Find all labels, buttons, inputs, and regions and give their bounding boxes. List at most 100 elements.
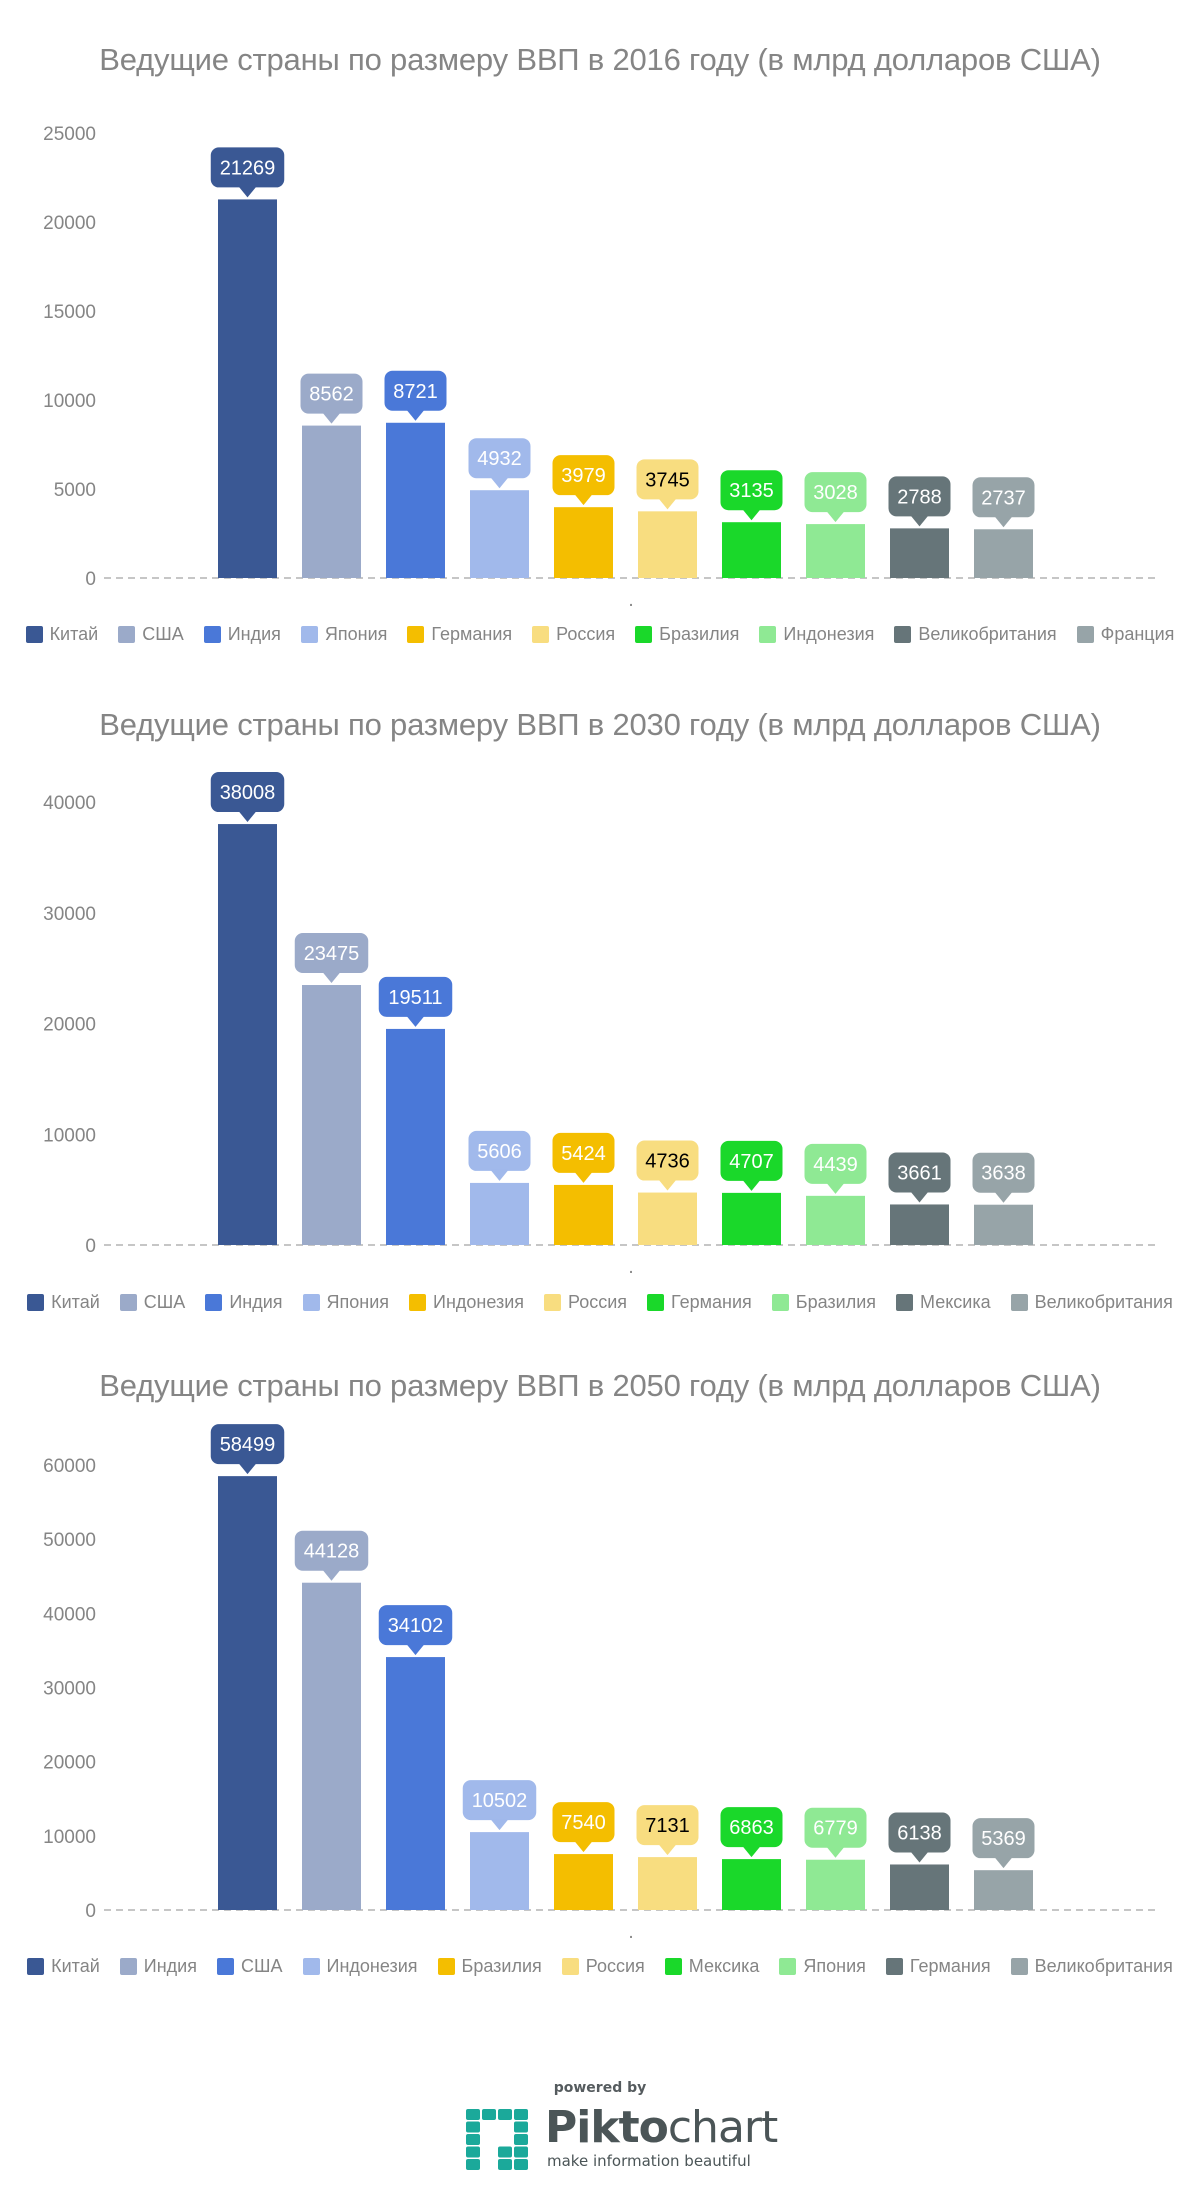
data-label: 6138 [897,1822,942,1844]
bar-США [386,1657,445,1910]
data-label: 7540 [561,1812,606,1834]
value-callout-pointer [322,972,341,984]
legend: Китай США Индия Япония Германия Россия Бразили… [0,624,1200,645]
value-callout-bubble [378,976,453,1017]
value-callout-bubble [552,1802,615,1843]
logo-tile [514,2146,528,2158]
legend-swatch [885,1958,903,1975]
bar-Индия [386,422,445,578]
value-callout-bubble [462,1780,537,1821]
data-label: 3979 [561,465,606,487]
data-label: 5606 [477,1141,522,1163]
value-callout-bubble [468,1130,531,1171]
bar-Индонезия [806,524,865,578]
data-label: 2737 [981,487,1026,509]
data-label: 10502 [472,1790,528,1812]
value-callout-bubble [636,1140,699,1181]
legend-label: Индонезия [326,1956,418,1976]
value-callout-pointer [574,494,593,506]
legend-swatch [119,1958,137,1975]
legend-label: Германия [909,1956,991,1976]
value-callout-pointer [238,186,257,198]
legend-item: Япония [300,624,387,645]
value-callout-bubble [972,1818,1035,1859]
legend-label: Германия [671,1292,752,1312]
bar-Бразилия [554,1854,613,1910]
value-callout-pointer [742,1846,761,1858]
value-callout: 3661 [888,1152,951,1203]
value-callout: 3028 [804,472,867,523]
value-callout: 23475 [294,933,369,984]
legend-swatch [205,1294,223,1311]
legend-item: Индия [119,1956,197,1977]
data-label: 4707 [729,1151,774,1173]
bar-Россия [638,511,697,578]
value-callout: 2788 [888,476,951,527]
value-callout: 4932 [468,438,531,489]
value-callout-pointer [742,509,761,521]
legend-swatch [118,626,136,643]
legend-swatch [203,626,221,643]
data-label: 58499 [220,1434,276,1456]
bar-Китай [218,199,277,578]
value-callout-bubble [804,1807,867,1848]
legend-swatch [1010,1294,1028,1311]
value-callout: 3135 [720,470,783,521]
legend-item: США [119,1292,185,1313]
bar-Япония [806,1859,865,1910]
y-tick-label: 0 [85,569,96,590]
logo-tile [466,2146,480,2158]
legend-label: Россия [568,1292,628,1312]
data-label: 34102 [388,1615,444,1637]
bar-Германия [722,1192,781,1245]
data-label: 21269 [220,157,276,179]
bar-США [302,425,361,578]
value-callout-bubble [210,1424,285,1465]
value-callout: 3745 [636,459,699,510]
value-callout: 6779 [804,1807,867,1858]
value-callout-bubble [972,1152,1035,1193]
value-callout-pointer [490,477,509,489]
value-callout-pointer [406,1015,425,1027]
legend-label: Индонезия [433,1292,525,1312]
logo-tile [466,2109,480,2120]
value-callout: 5424 [552,1132,615,1183]
y-tick-label: 40000 [43,1604,96,1625]
legend-item: Франция [1076,624,1174,645]
logo-tile [514,2159,528,2170]
bar-Великобритания [890,528,949,578]
y-tick-label: 30000 [43,904,96,925]
bar-Бразилия [806,1195,865,1245]
value-callout-pointer [490,1819,509,1831]
data-label: 3028 [813,482,858,504]
data-label: 4439 [813,1154,858,1176]
legend-swatch [759,626,777,643]
bar-Россия [638,1857,697,1910]
value-callout: 6138 [888,1812,951,1863]
data-label: 3661 [897,1162,942,1184]
piktochart-logo[interactable]: Piktochart make information beautiful [465,2102,778,2172]
legend-swatch [896,1294,913,1311]
value-callout: 6863 [720,1807,783,1858]
y-tick-label: 10000 [43,391,96,412]
y-tick-label: 10000 [43,1125,96,1146]
bar-Мексика [890,1204,949,1245]
data-label: 5424 [561,1143,606,1165]
legend-swatch [25,626,43,643]
bar-Индия [386,1028,445,1245]
legend-item: Германия [885,1956,991,1977]
legend-item: Китай [27,1292,100,1313]
value-callout-bubble [888,1812,951,1853]
powered-by-text: powered by [553,2080,647,2096]
bar-Индонезия [554,1184,613,1245]
value-callout: 10502 [462,1780,537,1831]
value-callout-pointer [826,511,845,523]
value-callout-pointer [322,1569,341,1581]
data-label: 38008 [220,782,276,804]
legend-label: Китай [51,1956,100,1976]
logo-tile [498,2146,512,2158]
value-callout-bubble [888,1152,951,1193]
y-tick-label: 10000 [43,1827,96,1848]
